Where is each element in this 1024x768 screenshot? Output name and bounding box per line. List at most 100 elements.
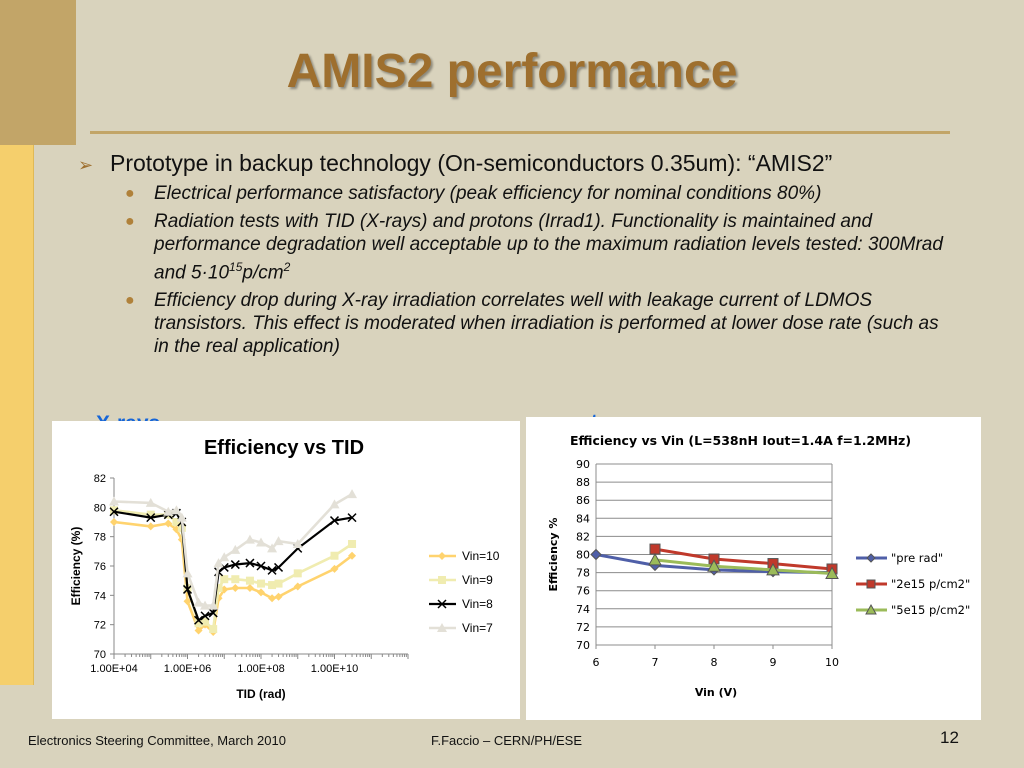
- data-point-square: [214, 584, 223, 592]
- decorative-corner-block: [0, 0, 76, 145]
- data-point-triangle: [171, 505, 182, 515]
- data-point-x: [200, 611, 210, 621]
- superscript: 2: [283, 260, 291, 274]
- superscript: 15: [229, 260, 243, 274]
- tid-chart-panel: Efficiency vs TID 70 72 74 76 78 80 82 1.00E+04 1…: [52, 421, 520, 719]
- data-point-diamond: [330, 564, 339, 573]
- data-point-square: [172, 518, 181, 526]
- data-point-square: [110, 506, 118, 515]
- data-point-triangle: [208, 600, 219, 610]
- round-bullet-icon: ●: [125, 213, 135, 230]
- data-point-triangle: [865, 603, 877, 615]
- data-point-diamond: [348, 551, 357, 560]
- data-point-diamond: [274, 592, 283, 601]
- title-divider: [90, 131, 950, 134]
- main-bullet-text: Prototype in backup technology (On-semic…: [110, 150, 833, 176]
- y-tick-label: 80: [576, 549, 590, 562]
- page-number: 12: [940, 728, 959, 747]
- data-point-diamond: [183, 597, 192, 606]
- chart-title: Efficiency vs TID: [204, 437, 364, 459]
- sub-bullet-list: ● Electrical performance satisfactory (p…: [78, 182, 958, 358]
- y-tick-label: 90: [576, 458, 590, 471]
- data-point-square: [268, 581, 277, 590]
- data-point-triangle: [182, 568, 193, 578]
- data-point-x: [256, 561, 266, 571]
- data-point-x: [274, 562, 284, 572]
- data-point-x: [182, 584, 193, 594]
- data-point-square: [274, 579, 283, 588]
- legend-label: "5e15 p/cm2": [891, 603, 970, 617]
- y-tick-label: 76: [576, 585, 590, 598]
- x-tick-label: 1.00E+08: [237, 663, 284, 675]
- legend-label: Vin=9: [462, 573, 493, 587]
- data-point-triangle: [109, 496, 119, 506]
- data-point-triangle: [213, 558, 224, 568]
- data-point-diamond: [257, 588, 265, 597]
- x-axis-label: Vin (V): [695, 686, 737, 699]
- data-point-triangle: [193, 597, 204, 607]
- x-axis-label: TID (rad): [236, 687, 285, 701]
- data-point-triangle: [437, 623, 447, 632]
- x-tick-label: 1.00E+10: [311, 663, 358, 675]
- sub-bullet-text: Efficiency drop during X-ray irradiation…: [154, 290, 939, 358]
- series-line: [654, 547, 833, 571]
- y-tick-label: 82: [94, 473, 106, 485]
- data-point-diamond: [194, 626, 203, 635]
- data-point-x: [267, 565, 277, 575]
- y-tick-label: 78: [94, 532, 106, 544]
- data-point-triangle: [230, 544, 241, 554]
- sub-bullet: ● Efficiency drop during X-ray irradiati…: [125, 289, 958, 358]
- data-point-diamond: [293, 582, 302, 591]
- data-point-square: [649, 543, 661, 555]
- data-point-triangle: [292, 539, 303, 548]
- x-tick-label: 1.00E+06: [164, 663, 211, 675]
- data-point-square: [209, 625, 218, 634]
- data-point-square: [231, 575, 240, 584]
- series-line: [654, 558, 833, 575]
- main-bullet: ➢ Prototype in backup technology (On-sem…: [78, 150, 958, 176]
- y-tick-label: 78: [576, 567, 590, 580]
- legend-label: Vin=10: [462, 549, 500, 563]
- x-tick-label: 10: [825, 656, 839, 669]
- data-point-diamond: [146, 522, 155, 531]
- legend-label: "pre rad": [891, 551, 943, 565]
- sub-bullet: ● Radiation tests with TID (X-rays) and …: [125, 210, 958, 284]
- data-point-square: [146, 510, 155, 519]
- chart-title: Efficiency vs Vin (L=538nH Iout=1.4A f=1…: [570, 433, 911, 448]
- x-tick-label: 1.00E+04: [90, 663, 137, 675]
- legend-label: Vin=8: [462, 597, 493, 611]
- sub-bullet-text: Radiation tests with TID (X-rays) and pr…: [154, 211, 943, 284]
- data-point-triangle: [273, 536, 284, 546]
- y-tick-label: 88: [576, 476, 590, 489]
- data-point-diamond: [866, 553, 876, 563]
- data-point-square: [201, 617, 210, 626]
- y-tick-label: 72: [576, 621, 590, 634]
- sub-bullet: ● Electrical performance satisfactory (p…: [125, 182, 958, 205]
- decorative-left-strip: [0, 145, 34, 685]
- vin-chart-panel: Efficiency vs Vin (L=538nH Iout=1.4A f=1…: [526, 417, 981, 720]
- data-point-triangle: [347, 489, 358, 499]
- data-point-square: [194, 619, 203, 628]
- data-point-x: [146, 513, 156, 523]
- y-tick-label: 74: [576, 603, 590, 616]
- slide-title: AMIS2 performance: [286, 45, 738, 98]
- y-tick-label: 70: [94, 649, 106, 661]
- sub-bullet-text: Electrical performance satisfactory (pea…: [154, 183, 822, 204]
- data-point-diamond: [268, 594, 277, 603]
- y-tick-label: 84: [576, 512, 590, 525]
- data-point-triangle: [825, 566, 839, 580]
- y-tick-label: 72: [94, 620, 106, 632]
- legend-label: Vin=7: [462, 621, 493, 635]
- data-point-triangle: [219, 552, 230, 562]
- data-point-triangle: [145, 497, 156, 507]
- data-point-triangle: [256, 537, 266, 547]
- footer-author: F.Faccio – CERN/PH/ESE: [431, 733, 582, 748]
- x-tick-label: 6: [593, 656, 600, 669]
- vin-chart: Efficiency vs Vin (L=538nH Iout=1.4A f=1…: [547, 433, 970, 699]
- data-point-triangle: [766, 562, 780, 576]
- legend-label: "2e15 p/cm2": [891, 577, 970, 591]
- data-point-triangle: [176, 512, 187, 522]
- data-point-x: [194, 615, 204, 625]
- data-point-x: [245, 558, 255, 568]
- x-tick-label: 8: [711, 656, 718, 669]
